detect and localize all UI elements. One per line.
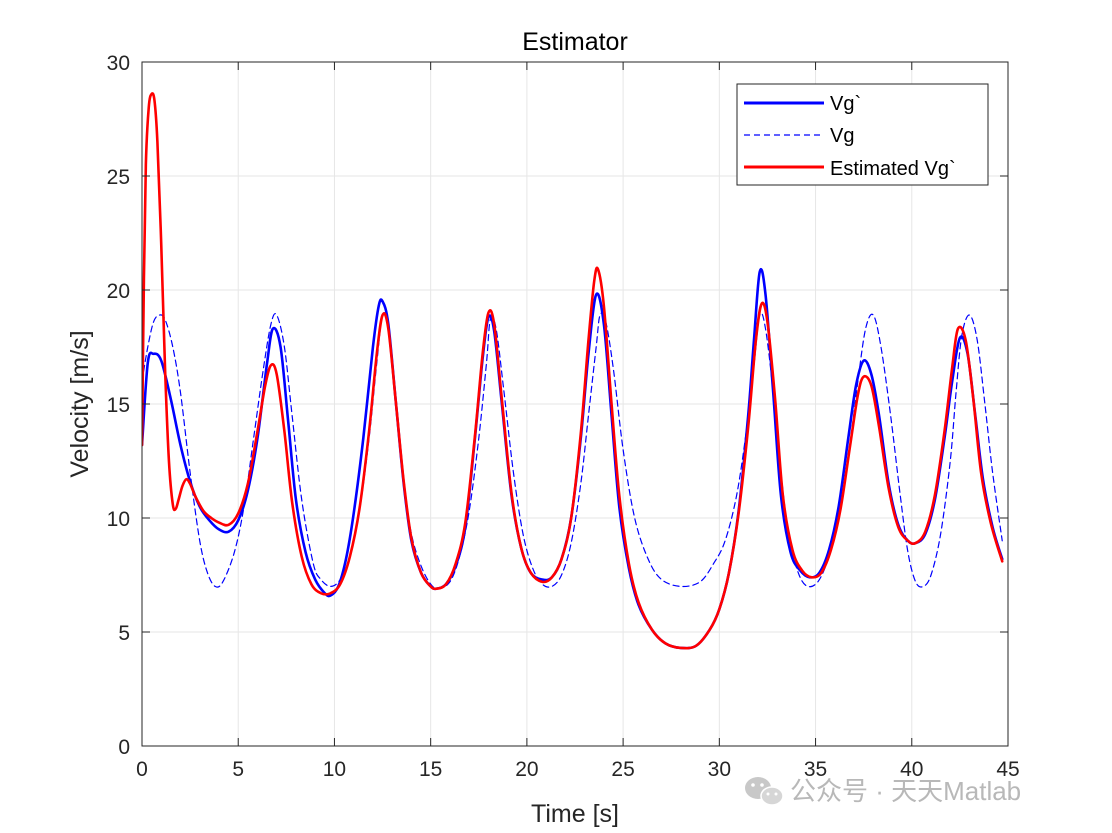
- ticks: [141, 61, 1009, 747]
- y-tick-label: 10: [107, 508, 130, 531]
- y-axis-label: Velocity [m/s]: [66, 330, 94, 477]
- x-tick-label: 10: [323, 758, 346, 781]
- legend: Vg` Vg Estimated Vg`: [736, 83, 989, 186]
- x-tick-label: 30: [708, 758, 731, 781]
- series-layer: [142, 92, 1004, 650]
- x-tick-label: 20: [515, 758, 538, 781]
- chart-title: Estimator: [522, 28, 628, 56]
- x-axis-label: Time [s]: [531, 800, 619, 828]
- x-tick-label: 40: [900, 758, 923, 781]
- x-tick-label: 5: [232, 758, 244, 781]
- x-tick-label: 45: [996, 758, 1019, 781]
- y-tick-label: 20: [107, 280, 130, 303]
- x-tick-label: 15: [419, 758, 442, 781]
- legend-label-vg: Vg: [830, 125, 854, 147]
- y-tick-label: 5: [118, 622, 130, 645]
- series-vg-line: [142, 312, 1003, 590]
- tick-labels: 0 5 10 15 20 25 30 35 40 45 0 5 10 15 20 25 30: [107, 52, 1020, 781]
- legend-label-estimated: Estimated Vg`: [830, 158, 956, 180]
- watermark-text: 公众号 · 天天Matlab: [790, 776, 1021, 806]
- legend-label-vg-prime: Vg`: [830, 93, 861, 115]
- x-tick-label: 0: [136, 758, 148, 781]
- x-tick-label: 25: [611, 758, 634, 781]
- y-tick-label: 25: [107, 166, 130, 189]
- wechat-icon: [745, 777, 784, 806]
- x-tick-label: 35: [804, 758, 827, 781]
- y-tick-label: 15: [107, 394, 130, 417]
- y-tick-label: 30: [107, 52, 130, 75]
- series-estimated-vg-prime-line: [142, 92, 1004, 650]
- y-tick-label: 0: [118, 736, 130, 759]
- watermark: 公众号 · 天天Matlab: [745, 776, 1021, 806]
